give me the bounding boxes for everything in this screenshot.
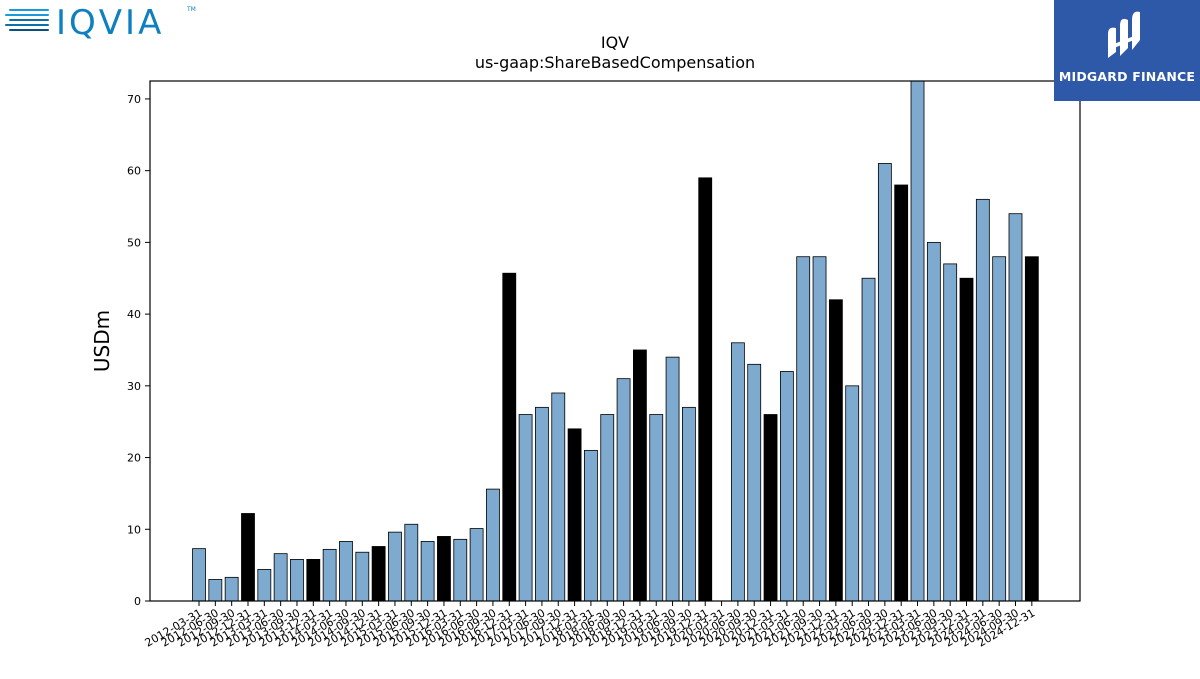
iqvia-logo: IQVIA TM	[4, 2, 204, 46]
bar-2022-12-31	[894, 184, 909, 602]
bar-2017-12-31	[567, 428, 582, 602]
y-tick-label: 30	[127, 380, 141, 393]
iqvia-tm: TM	[186, 6, 196, 13]
y-axis-label: USDm	[90, 310, 114, 372]
bar-2016-12-31	[502, 272, 517, 602]
bar-2014-12-31	[371, 546, 386, 602]
y-tick-label: 20	[127, 452, 141, 465]
bar-2022-03-31	[845, 385, 860, 602]
bar-2017-06-30	[535, 406, 549, 602]
bar-2016-09-30	[486, 488, 500, 602]
bar-2014-06-30	[339, 541, 353, 602]
bar-2017-09-30	[551, 392, 566, 602]
bar-2023-06-30	[926, 241, 941, 602]
chart-subtitle: us-gaap:ShareBasedCompensation	[475, 53, 755, 72]
midgard-finance-logo: MIDGARD FINANCE	[1054, 0, 1200, 101]
x-axis-ticks: 2012-03-312012-06-302012-09-302012-12-31…	[143, 601, 1037, 650]
y-tick-label: 60	[127, 165, 141, 178]
bar-2013-03-31	[257, 569, 272, 602]
iqvia-lines-icon	[5, 9, 49, 31]
iqvia-wordmark: IQVIA	[56, 3, 164, 42]
plot-frame	[149, 80, 1081, 602]
y-tick-label: 70	[127, 93, 141, 106]
bar-2018-03-31	[584, 449, 598, 602]
midgard-emblem-icon	[1108, 11, 1140, 58]
bar-2015-09-30	[420, 541, 435, 602]
bar-2024-12-31	[1024, 256, 1039, 602]
bar-2013-12-31	[306, 559, 321, 602]
bar-2015-12-31	[437, 536, 451, 602]
bar-2020-12-31	[763, 414, 778, 602]
bar-2016-06-30	[469, 528, 484, 602]
bar-2014-09-30	[355, 551, 370, 602]
y-axis-ticks: 0 10 20 30 40 50 60 70	[127, 93, 150, 608]
bar-2021-12-31	[828, 299, 843, 602]
bar-2023-03-31	[910, 80, 925, 602]
y-tick-label: 10	[127, 523, 141, 536]
bar-2013-06-30	[273, 553, 288, 602]
chart-title: IQV	[601, 33, 629, 52]
y-tick-label: 0	[134, 595, 141, 608]
bar-2021-09-30	[812, 256, 827, 602]
bar-2020-09-30	[747, 363, 762, 602]
midgard-wordmark: MIDGARD FINANCE	[1058, 69, 1196, 84]
bar-2015-03-31	[388, 531, 402, 602]
bar-2014-03-31	[322, 548, 337, 602]
bar-2022-09-30	[877, 163, 892, 602]
bar-series	[192, 80, 1039, 602]
bar-2024-03-31	[975, 198, 990, 602]
bar-2021-03-31	[779, 371, 794, 602]
bar-2012-09-30	[224, 576, 239, 602]
bar-2019-12-31	[698, 177, 713, 602]
bar-2019-06-30	[665, 356, 680, 602]
bar-2018-06-30	[600, 414, 615, 602]
bar-2015-06-30	[404, 523, 419, 602]
bar-2022-06-30	[861, 277, 876, 602]
bar-2012-12-31	[241, 513, 255, 602]
bar-2024-09-30	[1008, 213, 1023, 602]
bar-2016-03-31	[453, 538, 468, 602]
bar-2021-06-30	[796, 256, 811, 602]
bar-2013-09-30	[290, 559, 304, 602]
bar-2018-09-30	[616, 378, 631, 602]
bar-2018-12-31	[633, 349, 647, 602]
bar-2023-09-30	[943, 263, 958, 602]
y-tick-label: 50	[127, 236, 141, 249]
bar-2012-03-31	[192, 548, 206, 602]
bar-2012-06-30	[208, 579, 223, 602]
bar-2023-12-31	[959, 277, 974, 602]
bar-2017-03-31	[518, 414, 533, 602]
bar-2020-06-30	[730, 342, 745, 602]
bar-2024-06-30	[992, 256, 1007, 602]
bar-2019-09-30	[682, 406, 696, 602]
bar-2019-03-31	[649, 414, 664, 602]
y-tick-label: 40	[127, 308, 141, 321]
